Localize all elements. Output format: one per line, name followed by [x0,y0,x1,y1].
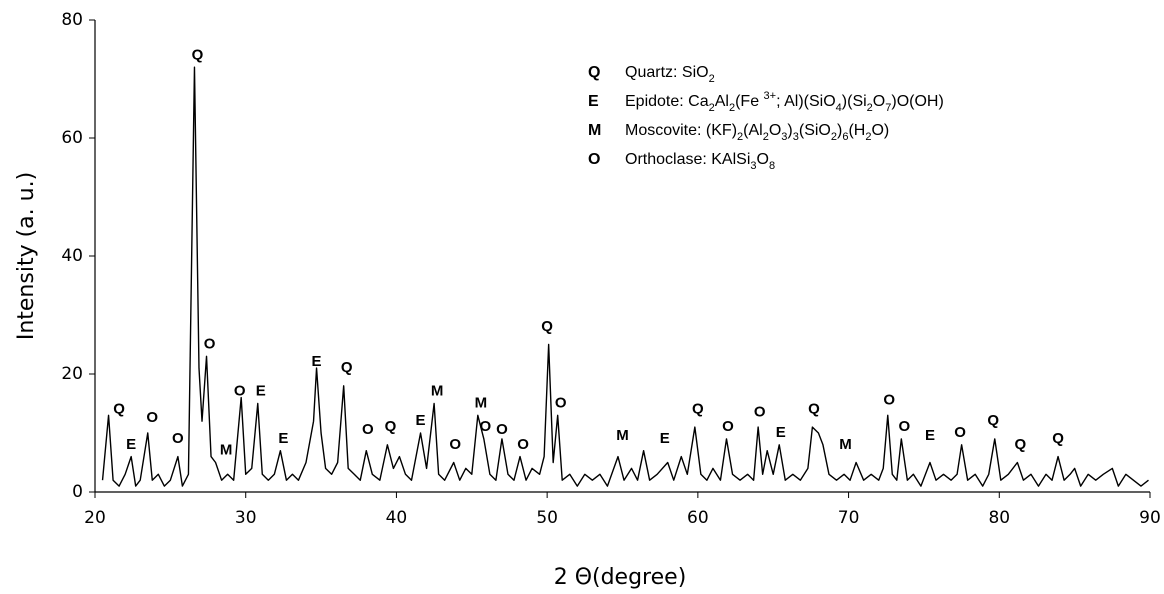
legend-subscript: 7 [885,102,891,114]
peak-label: E [660,430,670,447]
peak-label: O [883,392,895,409]
legend-text-part: (Fe [735,93,763,110]
peak-label: E [776,424,786,441]
legend-subscript: 2 [709,102,715,114]
y-tick-label: 60 [61,128,83,148]
peak-label: O [172,430,184,447]
peak-label: O [517,436,529,453]
legend-text-part: ) [837,122,842,139]
y-tick-label: 40 [61,246,83,266]
legend-text: Orthoclase: KAlSi3O8 [625,151,775,172]
peak-label: E [416,412,426,429]
peak-label: M [431,383,444,400]
x-tick-label: 70 [838,508,860,528]
y-tick-label: 80 [61,10,83,30]
x-tick-label: 90 [1139,508,1161,528]
peak-label: E [278,430,288,447]
peak-label: O [496,421,508,438]
legend-subscript: 4 [836,102,842,114]
legend-superscript: 3+ [764,90,777,102]
peak-label: O [754,403,766,420]
x-tick-label: 80 [988,508,1010,528]
y-tick-label: 20 [61,364,83,384]
legend-text: Quartz: SiO2 [625,64,715,85]
legend-symbol: O [588,151,600,168]
x-tick-label: 50 [536,508,558,528]
legend-text-part: O) [871,122,889,139]
peak-label: M [616,427,629,444]
peak-label: Q [1052,430,1064,447]
peak-label: E [312,353,322,370]
peak-label: Q [385,418,397,435]
peak-label: Q [987,412,999,429]
legend-text: Epidote: Ca2Al2(Fe 3+; Al)(SiO4)(Si2O7)O… [625,90,944,114]
legend-subscript: 2 [737,131,743,143]
x-axis-title: 2 Θ(degree) [554,565,687,590]
x-tick-label: 30 [235,508,257,528]
x-tick-label: 20 [84,508,106,528]
legend-text-part: O [873,93,885,110]
peak-label: Q [692,400,704,417]
legend-subscript: 3 [793,131,799,143]
legend-subscript: 3 [781,131,787,143]
legend-subscript: 3 [750,160,756,172]
peak-label: O [954,424,966,441]
legend-text-part: Epidote: Ca [625,93,709,110]
legend-text-part: Al [715,93,729,110]
peak-label: Q [341,359,353,376]
x-tick-label: 40 [386,508,408,528]
legend-subscript: 2 [831,131,837,143]
legend-symbol: M [588,122,601,139]
x-tick-label: 60 [687,508,709,528]
legend-text-part: ) [787,122,792,139]
legend-subscript: 2 [709,73,715,85]
legend-text-part: (SiO [799,122,831,139]
legend-text-part: (H [848,122,865,139]
legend-text: Moscovite: (KF)2(Al2O3)3(SiO2)6(H2O) [625,122,889,143]
peak-label: O [449,436,461,453]
legend-text-part: O [757,151,769,168]
legend-text-part: O [769,122,781,139]
peak-label: Q [541,318,553,335]
peak-label: M [839,436,852,453]
peak-label: E [256,383,266,400]
legend-text-part: )(Si [842,93,867,110]
peak-label: Q [113,400,125,417]
peak-label: Q [1015,436,1027,453]
legend-subscript: 8 [769,160,775,172]
peak-label: M [475,394,488,411]
legend-subscript: 2 [865,131,871,143]
peak-label: O [362,421,374,438]
peak-label: Q [192,46,204,63]
legend-text-part: (Al [743,122,763,139]
legend-text-part: Quartz: SiO [625,64,709,81]
peak-label: E [925,427,935,444]
peak-label: E [126,436,136,453]
legend-symbol: E [588,93,599,110]
legend-text-part: )O(OH) [891,93,943,110]
peak-label: O [234,383,246,400]
legend-subscript: 2 [729,102,735,114]
legend-subscript: 2 [763,131,769,143]
peak-label: O [722,418,734,435]
peak-label: M [220,442,233,459]
peak-label: O [146,409,158,426]
legend-subscript: 2 [867,102,873,114]
legend-text-part: Orthoclase: KAlSi [625,151,750,168]
peak-label: O [555,394,567,411]
y-axis-title: Intensity (a. u.) [14,172,39,340]
legend-text-part: Moscovite: (KF) [625,122,737,139]
peak-label: Q [808,400,820,417]
legend-symbol: Q [588,64,600,81]
peak-label: O [898,418,910,435]
peak-label: O [204,335,216,352]
legend-subscript: 6 [842,131,848,143]
legend-text-part: ; Al)(SiO [776,93,836,110]
y-tick-label: 0 [72,482,83,502]
data-line [101,66,1149,487]
peak-label: O [480,418,492,435]
